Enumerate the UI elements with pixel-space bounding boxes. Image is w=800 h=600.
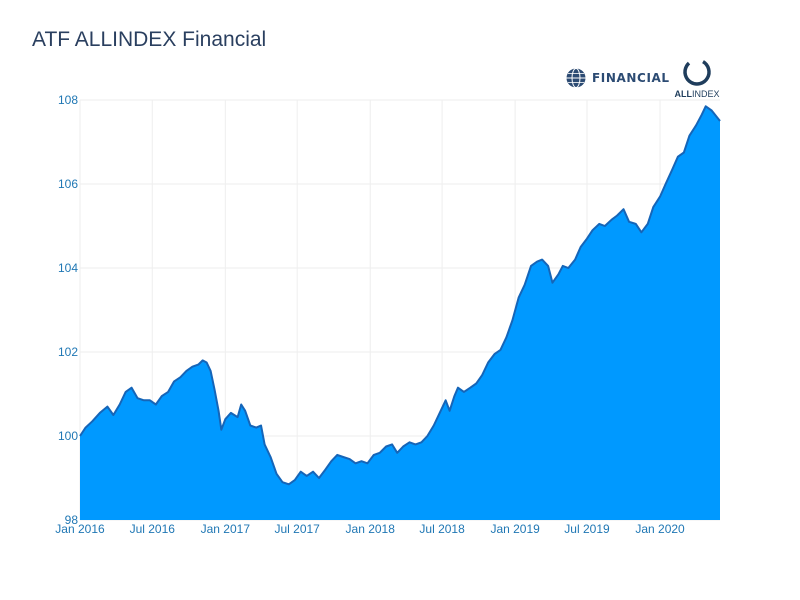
x-tick-label: Jan 2019 bbox=[490, 522, 540, 536]
y-tick-label: 104 bbox=[58, 261, 78, 275]
y-tick-label: 108 bbox=[58, 93, 78, 107]
x-tick-label: Jan 2018 bbox=[346, 522, 396, 536]
y-tick-label: 106 bbox=[58, 177, 78, 191]
x-tick-label: Jul 2018 bbox=[419, 522, 465, 536]
x-tick-label: Jul 2017 bbox=[274, 522, 320, 536]
y-tick-label: 102 bbox=[58, 345, 78, 359]
series-area bbox=[80, 106, 720, 520]
x-axis: Jan 2016 Jul 2016 Jan 2017 Jul 2017 Jan 2018… bbox=[55, 522, 685, 536]
x-tick-label: Jan 2020 bbox=[635, 522, 685, 536]
x-tick-label: Jan 2017 bbox=[201, 522, 251, 536]
x-tick-label: Jul 2016 bbox=[130, 522, 176, 536]
y-tick-label: 100 bbox=[58, 429, 78, 443]
x-tick-label: Jan 2016 bbox=[55, 522, 105, 536]
x-tick-label: Jul 2019 bbox=[564, 522, 610, 536]
